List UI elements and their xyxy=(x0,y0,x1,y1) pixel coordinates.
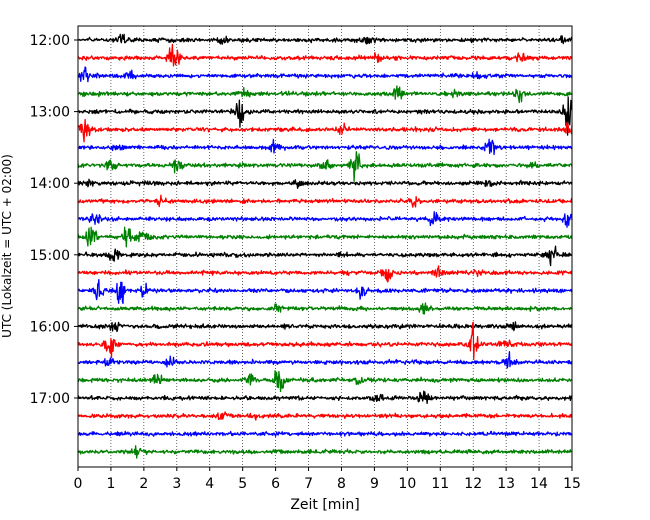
trace-1630 xyxy=(77,351,573,369)
x-axis-label: Zeit [min] xyxy=(290,497,359,513)
y-tick-label: 14:00 xyxy=(30,176,70,192)
trace-1700 xyxy=(77,390,573,405)
trace-1445 xyxy=(77,226,573,248)
y-axis-label: UTC (Lokalzeit = UTC + 02:00) xyxy=(0,154,14,338)
trace-1600 xyxy=(77,321,573,333)
x-tick-label: 3 xyxy=(172,476,181,492)
trace-1645 xyxy=(77,370,573,393)
trace-1400 xyxy=(77,178,573,189)
y-tick-label: 13:00 xyxy=(30,105,70,121)
x-tick-label: 14 xyxy=(530,476,548,492)
x-tick-label: 13 xyxy=(497,476,515,492)
x-tick-label: 9 xyxy=(370,476,379,492)
trace-1245 xyxy=(77,85,573,104)
x-tick-label: 0 xyxy=(74,476,83,492)
trace-1730 xyxy=(77,430,573,437)
trace-1330 xyxy=(77,138,573,156)
trace-1215 xyxy=(77,43,573,67)
trace-1430 xyxy=(77,211,573,228)
x-tick-label: 1 xyxy=(106,476,115,492)
x-tick-label: 5 xyxy=(238,476,247,492)
trace-1315 xyxy=(77,118,573,143)
x-tick-label: 7 xyxy=(304,476,313,492)
y-tick-label: 12:00 xyxy=(30,33,70,49)
x-axis-ticks: 0 1 2 3 4 5 6 7 8 9 10 11 12 13 14 15 xyxy=(74,467,581,492)
x-tick-label: 4 xyxy=(205,476,214,492)
trace-1745 xyxy=(77,445,573,459)
plot-frame xyxy=(77,25,573,468)
x-tick-label: 10 xyxy=(398,476,416,492)
trace-1500 xyxy=(77,245,573,267)
seismogram-traces xyxy=(77,33,573,459)
trace-1230 xyxy=(77,66,573,83)
trace-1300 xyxy=(77,96,573,136)
y-tick-label: 17:00 xyxy=(30,391,70,407)
trace-1615 xyxy=(77,321,573,360)
trace-1415 xyxy=(77,194,573,208)
x-tick-label: 6 xyxy=(271,476,280,492)
y-axis-ticks: 12:00 13:00 14:00 15:00 16:00 17:00 xyxy=(30,33,78,407)
trace-1545 xyxy=(77,302,573,315)
x-tick-label: 15 xyxy=(563,476,581,492)
x-tick-label: 2 xyxy=(139,476,148,492)
x-tick-label: 8 xyxy=(337,476,346,492)
y-tick-label: 15:00 xyxy=(30,248,70,264)
trace-1515 xyxy=(77,265,573,283)
trace-1345 xyxy=(77,150,573,183)
x-tick-label: 11 xyxy=(431,476,449,492)
y-tick-label: 16:00 xyxy=(30,319,70,335)
trace-1200 xyxy=(77,33,573,45)
trace-1715 xyxy=(77,411,573,421)
trace-1530 xyxy=(77,278,573,305)
x-tick-label: 12 xyxy=(464,476,482,492)
